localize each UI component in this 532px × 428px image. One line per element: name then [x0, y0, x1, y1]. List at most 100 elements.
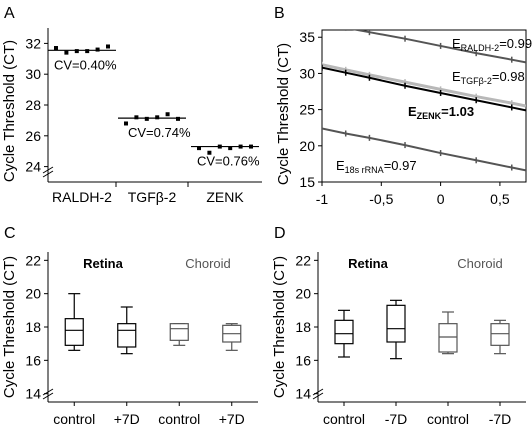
panel-a-y-tick-label: 28: [25, 97, 41, 113]
panel-a-y-tick-label: 24: [25, 159, 41, 175]
panel-b-plot-area: [322, 30, 526, 172]
panel-d-axis-break: [312, 392, 324, 400]
panel-a-axis-break: [42, 170, 54, 178]
panel-b-series-label-value: =0.97: [384, 158, 417, 173]
panel-b-series-line: [322, 66, 526, 112]
panel-b-series-label: ETGFβ-2=0.98: [452, 69, 525, 86]
panel-a-point: [176, 116, 180, 121]
panel-a-point: [124, 121, 128, 126]
panel-c-x-tick-label: control: [158, 411, 200, 427]
panel-a-x-tick-label: RALDH-2: [52, 189, 112, 205]
panel-a-point: [85, 49, 90, 54]
panel-c-box: [117, 323, 137, 348]
panel-c-box: [64, 318, 84, 346]
panel-b-series-label-main: E: [408, 104, 417, 119]
panel-d-group-title: Choroid: [457, 256, 503, 271]
panel-b-series-label-main: E: [452, 36, 461, 51]
panel-a-point: [74, 49, 79, 54]
panel-c-chart: 14 16 18 20 22 Cycle Threshold (CT) Retina Chor…: [1, 252, 258, 427]
panel-a-y-axis-title: Cycle Threshold (CT): [1, 40, 18, 182]
panel-b-series-line: [352, 30, 526, 64]
panel-b-y-tick-label: 25: [299, 102, 315, 118]
panel-a-point: [144, 116, 149, 121]
panel-a-point: [249, 144, 253, 149]
panel-d-x-tick-label: -7D: [489, 411, 512, 427]
panel-label-d: D: [274, 225, 286, 242]
panel-c-group-title: Choroid: [185, 256, 231, 271]
panel-b-series-label-value: =0.99: [499, 36, 532, 51]
panel-d-x-tick-label: control: [323, 411, 365, 427]
panel-c-box: [169, 323, 189, 341]
panel-a-point: [106, 44, 110, 49]
panel-a-point: [217, 144, 222, 149]
panel-a-y-tick-label: 30: [25, 66, 41, 82]
panel-d-axis-break: [312, 388, 324, 396]
panel-b-y-axis-title: Cycle Threshold (CT): [275, 43, 292, 185]
panel-label-c: C: [4, 225, 16, 242]
panel-b-series-label-main: E: [336, 158, 345, 173]
panel-c-y-axis-title: Cycle Threshold (CT): [1, 256, 18, 398]
panel-d-y-tick-label: 22: [295, 252, 311, 268]
panel-a-y-tick-label: 32: [25, 35, 41, 51]
panel-d-x-tick-label: control: [427, 411, 469, 427]
panel-c-x-tick-label: +7D: [114, 411, 140, 427]
panel-c-y-tick-label: 16: [25, 352, 41, 368]
panel-d-chart: 14 16 18 20 22 Cycle Threshold (CT) Retina Chor…: [271, 252, 526, 427]
panel-c-axis-break: [42, 392, 54, 400]
panel-b-x-tick-label: -1: [316, 191, 329, 207]
panel-a-point: [64, 50, 69, 55]
panel-c-y-tick-label: 14: [25, 386, 41, 402]
panel-a-point: [134, 115, 139, 120]
panel-d-y-tick-label: 16: [295, 352, 311, 368]
panel-c-y-tick-label: 18: [25, 319, 41, 335]
panel-b-series-label-sub: TGFβ-2: [461, 76, 492, 86]
panel-b-series-label: ERALDH-2=0.99: [452, 36, 532, 53]
panel-d-box: [334, 319, 354, 345]
panel-b-y-tick-label: 35: [299, 29, 315, 45]
panel-c-y-tick-label: 20: [25, 286, 41, 302]
panel-b-x-tick-label: -0,5: [369, 191, 393, 207]
panel-a-point: [165, 112, 170, 117]
panel-a-cv-label: CV=0.74%: [128, 125, 191, 140]
panel-d-group-title: Retina: [348, 256, 389, 271]
panel-b-y-tick-label: 30: [299, 65, 315, 81]
panel-c-x-tick-label: control: [53, 411, 95, 427]
panel-c-y-tick-label: 22: [25, 252, 41, 268]
panel-b-series-label: E18s rRNA=0.97: [336, 158, 417, 175]
panel-b-y-tick-label: 15: [299, 174, 315, 190]
panel-a-x-tick-label: ZENK: [206, 189, 244, 205]
panel-b-y-tick-label: 20: [299, 138, 315, 154]
panel-d-y-axis-title: Cycle Threshold (CT): [271, 256, 288, 398]
panel-b-series-label-value: =0.98: [492, 69, 525, 84]
panel-a-chart: 24 26 28 30 32 Cycle Threshold (CT) CV=0.40% RA…: [1, 28, 262, 205]
panel-b-series-label-value: =1.03: [441, 104, 474, 119]
panel-b-series-label-sub: 18s rRNA: [345, 165, 384, 175]
panel-a-x-tick-label: TGFβ-2: [128, 189, 177, 205]
panel-d-y-tick-label: 14: [295, 386, 311, 402]
panel-b-series-label-sub: RALDH-2: [461, 43, 500, 53]
panel-a-point: [95, 47, 100, 52]
panel-b-series-line: [322, 63, 526, 108]
panel-c-x-tick-label: +7D: [219, 411, 245, 427]
panel-a-point: [207, 150, 212, 155]
panel-a-y-tick-label: 26: [25, 128, 41, 144]
panel-c-group-title: Retina: [83, 256, 124, 271]
panel-b-series-label: EZENK=1.03: [408, 104, 474, 121]
panel-a-point: [238, 144, 243, 149]
panel-d-y-tick-label: 18: [295, 319, 311, 335]
panel-b-x-tick-label: 0: [437, 191, 445, 207]
panel-b-x-tick-label: 0,5: [490, 191, 510, 207]
panel-a-axis-break: [42, 166, 54, 174]
panel-label-b: B: [274, 5, 285, 22]
panel-a-point: [155, 115, 160, 120]
panel-d-box: [386, 304, 406, 343]
panel-a-cv-label: CV=0.76%: [197, 154, 260, 169]
panel-d-y-tick-label: 20: [295, 286, 311, 302]
panel-d-box: [438, 323, 458, 353]
panel-a-point: [54, 46, 58, 51]
panel-b-series-line: [322, 127, 526, 172]
panel-b-chart: 15 20 25 30 35 -1 -0,5 0 0,5 Cycle Threshold (CT)…: [275, 29, 532, 207]
panel-a-cv-label: CV=0.40%: [54, 57, 117, 72]
panel-d-x-tick-label: -7D: [385, 411, 408, 427]
